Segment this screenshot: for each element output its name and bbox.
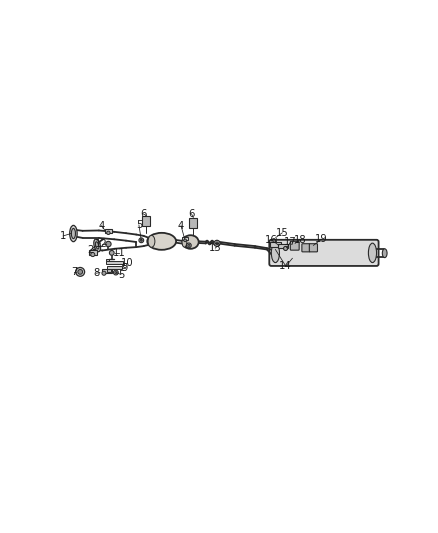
Text: 7: 7	[71, 267, 78, 277]
FancyBboxPatch shape	[290, 241, 299, 250]
Text: 2: 2	[87, 245, 94, 255]
Text: 18: 18	[293, 235, 306, 245]
Circle shape	[76, 268, 85, 276]
Text: 5: 5	[118, 270, 124, 280]
Text: 5: 5	[136, 220, 142, 230]
Text: 9: 9	[122, 263, 128, 273]
FancyBboxPatch shape	[189, 217, 197, 228]
Circle shape	[107, 231, 110, 235]
Circle shape	[283, 246, 288, 251]
Text: 4: 4	[99, 221, 105, 231]
Text: 6: 6	[188, 209, 195, 219]
Ellipse shape	[70, 225, 77, 241]
Ellipse shape	[147, 233, 176, 250]
Circle shape	[115, 271, 117, 273]
FancyBboxPatch shape	[105, 229, 113, 232]
Text: 15: 15	[276, 228, 289, 238]
Circle shape	[187, 243, 191, 248]
Circle shape	[215, 242, 219, 245]
Circle shape	[188, 245, 190, 246]
Text: 6: 6	[140, 209, 146, 219]
FancyBboxPatch shape	[106, 261, 123, 264]
Text: 8: 8	[93, 268, 99, 278]
Circle shape	[139, 238, 144, 243]
Circle shape	[214, 240, 220, 246]
Text: 14: 14	[279, 262, 292, 271]
FancyBboxPatch shape	[270, 243, 281, 247]
Ellipse shape	[94, 239, 101, 252]
FancyBboxPatch shape	[309, 244, 318, 252]
Text: 10: 10	[120, 258, 133, 268]
FancyBboxPatch shape	[269, 240, 378, 266]
FancyBboxPatch shape	[182, 237, 188, 240]
FancyBboxPatch shape	[107, 269, 111, 272]
Ellipse shape	[368, 243, 377, 263]
Text: 1: 1	[60, 231, 67, 241]
FancyBboxPatch shape	[102, 269, 112, 273]
Ellipse shape	[148, 236, 155, 247]
Circle shape	[91, 253, 95, 256]
FancyBboxPatch shape	[88, 251, 97, 255]
Circle shape	[184, 239, 187, 241]
Text: 17: 17	[284, 237, 297, 247]
FancyBboxPatch shape	[302, 244, 310, 252]
Circle shape	[110, 251, 114, 255]
Text: 16: 16	[265, 235, 278, 245]
Ellipse shape	[271, 243, 279, 263]
FancyBboxPatch shape	[107, 266, 122, 269]
Ellipse shape	[95, 242, 99, 249]
Circle shape	[102, 271, 106, 275]
Ellipse shape	[382, 249, 387, 257]
Circle shape	[140, 239, 142, 241]
Ellipse shape	[71, 229, 75, 239]
FancyBboxPatch shape	[106, 259, 109, 261]
Ellipse shape	[182, 237, 187, 247]
Text: 19: 19	[315, 235, 328, 244]
Circle shape	[113, 270, 118, 275]
FancyBboxPatch shape	[142, 215, 151, 225]
Circle shape	[106, 241, 111, 247]
Text: 4: 4	[178, 221, 184, 231]
Circle shape	[78, 270, 83, 274]
Text: 12: 12	[95, 239, 108, 249]
Text: 11: 11	[113, 248, 126, 258]
Ellipse shape	[182, 235, 199, 249]
Text: 13: 13	[209, 243, 222, 253]
FancyBboxPatch shape	[278, 244, 288, 248]
